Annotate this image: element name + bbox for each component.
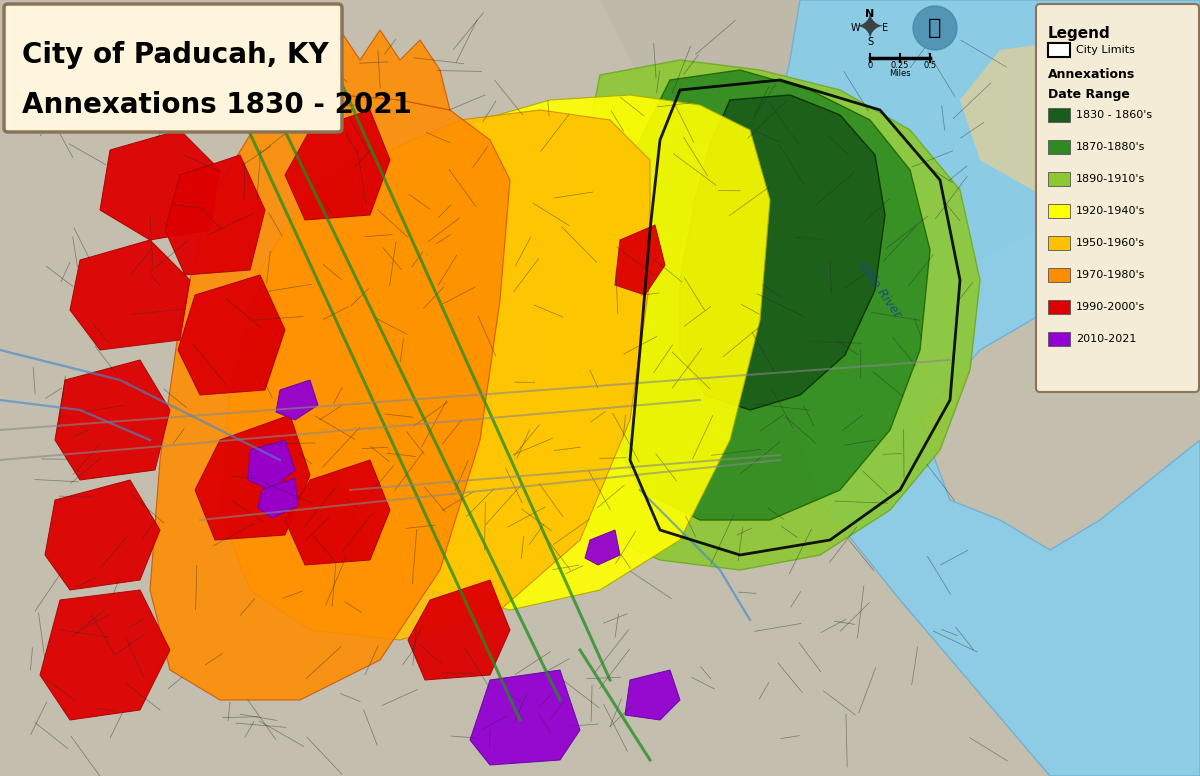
Bar <box>1048 236 1070 250</box>
Text: 1890-1910's: 1890-1910's <box>1076 174 1145 184</box>
Polygon shape <box>586 530 620 565</box>
Bar <box>1048 140 1070 154</box>
Polygon shape <box>150 95 510 700</box>
Polygon shape <box>680 95 886 410</box>
Text: S: S <box>866 37 874 47</box>
Polygon shape <box>760 0 1200 776</box>
Text: 1830 - 1860's: 1830 - 1860's <box>1076 110 1152 120</box>
Polygon shape <box>286 460 390 565</box>
Text: 1950-1960's: 1950-1960's <box>1076 238 1145 248</box>
Polygon shape <box>220 110 650 640</box>
Bar <box>1048 332 1070 346</box>
Text: ✦: ✦ <box>854 11 886 45</box>
Text: Annexations: Annexations <box>1048 68 1135 81</box>
Polygon shape <box>540 60 980 570</box>
FancyBboxPatch shape <box>1036 4 1199 392</box>
Text: Ohio River: Ohio River <box>856 259 904 320</box>
Polygon shape <box>70 240 190 350</box>
Polygon shape <box>100 130 220 240</box>
Text: Annexations 1830 - 2021: Annexations 1830 - 2021 <box>22 91 412 119</box>
Text: W: W <box>850 23 860 33</box>
Polygon shape <box>286 110 390 220</box>
Text: 0.25: 0.25 <box>890 61 910 70</box>
Polygon shape <box>178 275 286 395</box>
Text: Miles: Miles <box>889 69 911 78</box>
Text: Date Range: Date Range <box>1048 88 1130 101</box>
Polygon shape <box>616 225 665 295</box>
Text: City of Paducah, KY: City of Paducah, KY <box>22 41 329 69</box>
Polygon shape <box>258 478 298 518</box>
Polygon shape <box>276 380 318 420</box>
Polygon shape <box>248 440 295 490</box>
Polygon shape <box>600 70 930 520</box>
Polygon shape <box>46 480 160 590</box>
Polygon shape <box>960 30 1200 200</box>
Polygon shape <box>625 670 680 720</box>
Bar <box>1048 268 1070 282</box>
Text: 0.5: 0.5 <box>924 61 936 70</box>
Text: 1920-1940's: 1920-1940's <box>1076 206 1145 216</box>
Polygon shape <box>40 590 170 720</box>
Bar <box>1048 204 1070 218</box>
Polygon shape <box>470 670 580 765</box>
Polygon shape <box>194 415 310 540</box>
Text: 0: 0 <box>868 61 872 70</box>
Text: 2010-2021: 2010-2021 <box>1076 334 1136 344</box>
Text: 1990-2000's: 1990-2000's <box>1076 302 1145 312</box>
FancyBboxPatch shape <box>4 4 342 132</box>
Text: 1970-1980's: 1970-1980's <box>1076 270 1145 280</box>
Text: City Limits: City Limits <box>1076 45 1135 55</box>
Text: E: E <box>882 23 888 33</box>
Polygon shape <box>295 30 450 110</box>
Bar <box>1048 108 1070 122</box>
Polygon shape <box>55 360 170 480</box>
Bar <box>1048 300 1070 314</box>
Text: 🌍: 🌍 <box>929 18 942 38</box>
Bar <box>1048 43 1070 57</box>
Polygon shape <box>408 580 510 680</box>
Text: 1870-1880's: 1870-1880's <box>1076 142 1145 152</box>
Bar <box>1048 172 1070 186</box>
Polygon shape <box>340 95 770 610</box>
Polygon shape <box>166 155 265 275</box>
Text: N: N <box>865 9 875 19</box>
Circle shape <box>913 6 958 50</box>
Text: Legend: Legend <box>1048 26 1111 41</box>
